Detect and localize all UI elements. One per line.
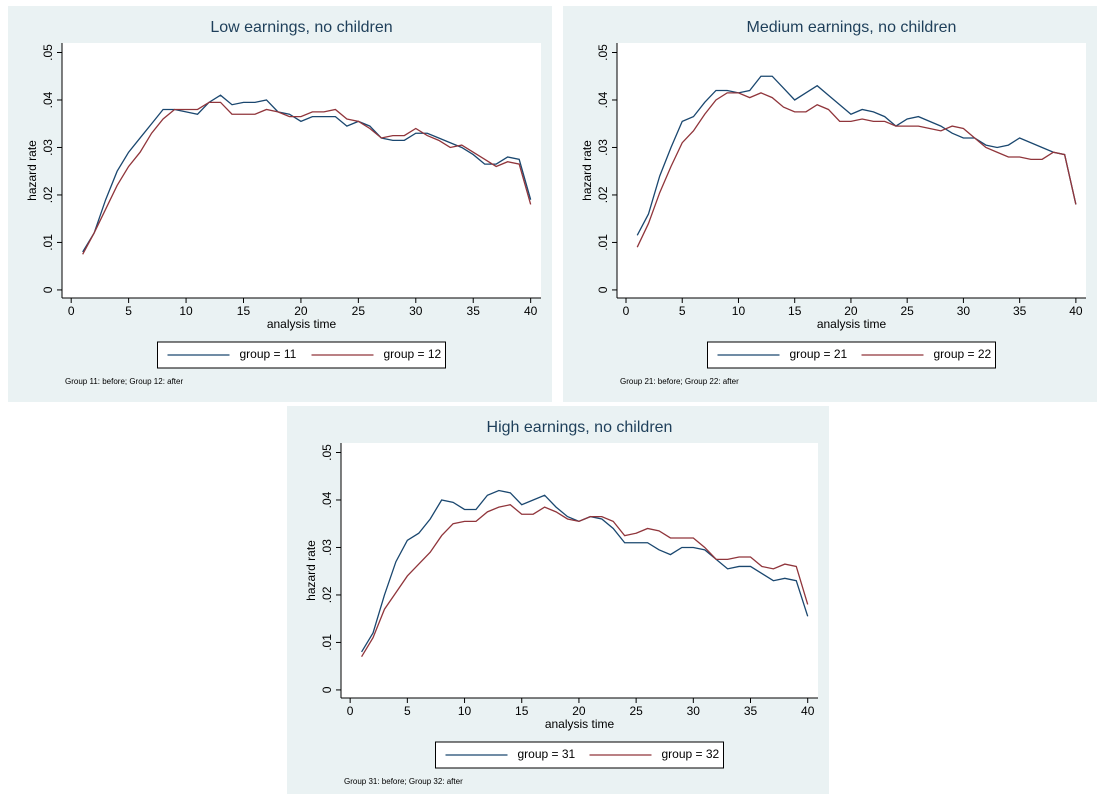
- y-tick-label: 0: [320, 686, 334, 693]
- chart-note: Group 31: before; Group 32: after: [344, 777, 463, 786]
- chart-note: Group 11: before; Group 12: after: [65, 377, 183, 386]
- x-tick-label: 0: [623, 304, 630, 318]
- y-tick-label: .03: [41, 139, 55, 156]
- plot-area: [341, 443, 818, 698]
- x-tick-label: 25: [352, 304, 366, 318]
- x-tick-label: 0: [68, 304, 75, 318]
- y-tick-label: .04: [41, 91, 55, 108]
- y-tick-label: .03: [596, 139, 610, 156]
- chart-title: High earnings, no children: [487, 419, 673, 436]
- x-tick-label: 35: [467, 304, 481, 318]
- y-tick-label: .04: [596, 91, 610, 108]
- y-tick-label: .04: [320, 491, 334, 508]
- series-line: [82, 101, 532, 255]
- y-axis-label: hazard rate: [580, 140, 594, 201]
- x-tick-label: 40: [524, 304, 538, 318]
- x-tick-label: 5: [404, 704, 411, 718]
- x-tick-label: 10: [179, 304, 193, 318]
- x-axis-label: analysis time: [817, 317, 887, 331]
- legend-label: group = 21: [790, 347, 848, 361]
- series-line: [82, 94, 532, 253]
- x-tick-label: 35: [744, 704, 758, 718]
- legend-label: group = 32: [662, 747, 720, 761]
- series-line: [636, 92, 1077, 248]
- legend-label: group = 11: [240, 347, 297, 361]
- x-axis-label: analysis time: [545, 717, 615, 731]
- x-axis-label: analysis time: [267, 317, 337, 331]
- chart-note: Group 21: before; Group 22: after: [620, 377, 739, 386]
- x-tick-label: 5: [679, 304, 686, 318]
- x-tick-label: 5: [125, 304, 132, 318]
- x-tick-label: 40: [1069, 304, 1083, 318]
- x-tick-label: 15: [788, 304, 802, 318]
- x-tick-label: 0: [347, 704, 354, 718]
- y-tick-label: .01: [596, 234, 610, 251]
- y-tick-label: .05: [320, 444, 334, 461]
- y-tick-label: .01: [41, 234, 55, 251]
- x-tick-label: 40: [801, 704, 815, 718]
- y-tick-label: .05: [596, 44, 610, 61]
- legend-label: group = 31: [518, 747, 576, 761]
- x-tick-label: 25: [900, 304, 914, 318]
- chart-title: Medium earnings, no children: [747, 19, 957, 36]
- y-axis-label: hazard rate: [304, 540, 318, 601]
- y-tick-label: 0: [596, 286, 610, 293]
- y-tick-label: .05: [41, 44, 55, 61]
- y-tick-label: .02: [596, 186, 610, 203]
- y-axis-label: hazard rate: [25, 140, 39, 201]
- x-tick-label: 20: [572, 704, 586, 718]
- y-tick-label: .02: [320, 586, 334, 603]
- plot-area: [617, 43, 1086, 298]
- y-tick-label: 0: [41, 286, 55, 293]
- chart-title: Low earnings, no children: [210, 19, 392, 36]
- y-tick-label: .01: [320, 634, 334, 651]
- x-tick-label: 30: [409, 304, 423, 318]
- x-tick-label: 15: [237, 304, 251, 318]
- x-tick-label: 35: [1013, 304, 1027, 318]
- x-tick-label: 20: [294, 304, 308, 318]
- x-tick-label: 30: [957, 304, 971, 318]
- x-tick-label: 10: [732, 304, 746, 318]
- series-line: [636, 75, 1077, 236]
- x-tick-label: 25: [629, 704, 643, 718]
- y-tick-label: .03: [320, 539, 334, 556]
- chart-panel: Medium earnings, no children 0 .01 .02 .03 .0…: [563, 6, 1097, 402]
- series-line: [361, 504, 809, 658]
- x-tick-label: 30: [687, 704, 701, 718]
- legend-label: group = 22: [934, 347, 992, 361]
- legend-label: group = 12: [384, 347, 442, 361]
- x-tick-label: 10: [458, 704, 472, 718]
- plot-area: [62, 43, 541, 298]
- chart-panel: Low earnings, no children 0 .01 .02 .03 .04 .0…: [8, 6, 552, 402]
- chart-panel: High earnings, no children 0 .01 .02 .03 .04.…: [287, 406, 829, 794]
- y-tick-label: .02: [41, 186, 55, 203]
- x-tick-label: 20: [844, 304, 858, 318]
- x-tick-label: 15: [515, 704, 529, 718]
